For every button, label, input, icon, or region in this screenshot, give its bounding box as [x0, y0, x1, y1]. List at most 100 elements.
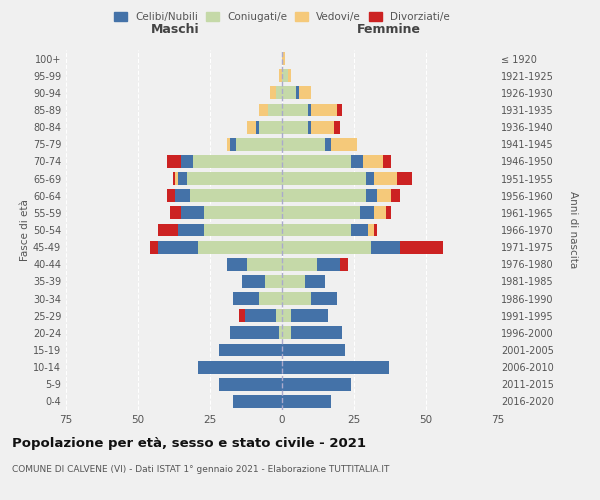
Bar: [282, 190, 365, 202]
Bar: [282, 378, 351, 390]
Bar: [230, 138, 236, 150]
Bar: [282, 70, 288, 82]
Bar: [397, 172, 412, 185]
Bar: [282, 172, 365, 185]
Bar: [178, 224, 204, 236]
Bar: [181, 206, 204, 220]
Bar: [365, 190, 377, 202]
Bar: [247, 120, 256, 134]
Bar: [279, 70, 282, 82]
Bar: [282, 360, 389, 374]
Bar: [282, 240, 371, 254]
Bar: [282, 224, 351, 236]
Bar: [218, 378, 282, 390]
Bar: [282, 326, 290, 340]
Bar: [233, 292, 259, 305]
Bar: [282, 344, 346, 356]
Bar: [187, 172, 282, 185]
Bar: [276, 86, 282, 100]
Bar: [282, 120, 308, 134]
Bar: [259, 292, 282, 305]
Bar: [265, 275, 282, 288]
Bar: [377, 190, 391, 202]
Bar: [331, 138, 357, 150]
Bar: [158, 224, 178, 236]
Bar: [311, 292, 337, 305]
Bar: [360, 206, 374, 220]
Bar: [282, 155, 351, 168]
Bar: [276, 310, 282, 322]
Bar: [308, 104, 311, 117]
Bar: [227, 138, 230, 150]
Bar: [199, 240, 282, 254]
Bar: [391, 190, 400, 202]
Bar: [288, 70, 290, 82]
Bar: [371, 240, 400, 254]
Bar: [167, 155, 181, 168]
Y-axis label: Anni di nascita: Anni di nascita: [568, 192, 578, 268]
Bar: [227, 258, 247, 270]
Bar: [305, 275, 325, 288]
Bar: [317, 258, 340, 270]
Bar: [400, 240, 443, 254]
Bar: [170, 206, 181, 220]
Bar: [296, 86, 299, 100]
Bar: [383, 155, 391, 168]
Bar: [282, 138, 325, 150]
Bar: [236, 138, 282, 150]
Bar: [230, 326, 279, 340]
Bar: [149, 240, 158, 254]
Y-axis label: Fasce di età: Fasce di età: [20, 199, 30, 261]
Bar: [368, 224, 374, 236]
Bar: [282, 258, 317, 270]
Legend: Celibi/Nubili, Coniugati/e, Vedovi/e, Divorziati/e: Celibi/Nubili, Coniugati/e, Vedovi/e, Di…: [110, 8, 454, 26]
Bar: [362, 155, 383, 168]
Bar: [204, 224, 282, 236]
Bar: [158, 240, 199, 254]
Bar: [334, 120, 340, 134]
Bar: [279, 326, 282, 340]
Bar: [268, 104, 282, 117]
Bar: [193, 155, 282, 168]
Bar: [311, 120, 334, 134]
Bar: [340, 258, 348, 270]
Bar: [325, 138, 331, 150]
Bar: [256, 120, 259, 134]
Bar: [242, 275, 265, 288]
Bar: [239, 310, 245, 322]
Bar: [282, 206, 360, 220]
Bar: [218, 344, 282, 356]
Bar: [199, 360, 282, 374]
Bar: [290, 326, 343, 340]
Text: Maschi: Maschi: [151, 24, 200, 36]
Bar: [374, 172, 397, 185]
Bar: [173, 172, 175, 185]
Bar: [351, 224, 368, 236]
Bar: [337, 104, 343, 117]
Text: Popolazione per età, sesso e stato civile - 2021: Popolazione per età, sesso e stato civil…: [12, 438, 366, 450]
Bar: [178, 172, 187, 185]
Bar: [299, 86, 311, 100]
Bar: [190, 190, 282, 202]
Bar: [311, 104, 337, 117]
Bar: [282, 86, 296, 100]
Bar: [290, 310, 328, 322]
Bar: [175, 190, 190, 202]
Bar: [271, 86, 276, 100]
Bar: [259, 104, 268, 117]
Bar: [167, 190, 175, 202]
Bar: [386, 206, 391, 220]
Bar: [308, 120, 311, 134]
Bar: [175, 172, 178, 185]
Bar: [282, 52, 285, 65]
Text: Femmine: Femmine: [356, 24, 421, 36]
Bar: [233, 395, 282, 408]
Bar: [204, 206, 282, 220]
Bar: [247, 258, 282, 270]
Text: COMUNE DI CALVENE (VI) - Dati ISTAT 1° gennaio 2021 - Elaborazione TUTTITALIA.IT: COMUNE DI CALVENE (VI) - Dati ISTAT 1° g…: [12, 466, 389, 474]
Bar: [282, 104, 308, 117]
Bar: [282, 310, 290, 322]
Bar: [245, 310, 276, 322]
Bar: [282, 395, 331, 408]
Bar: [282, 275, 305, 288]
